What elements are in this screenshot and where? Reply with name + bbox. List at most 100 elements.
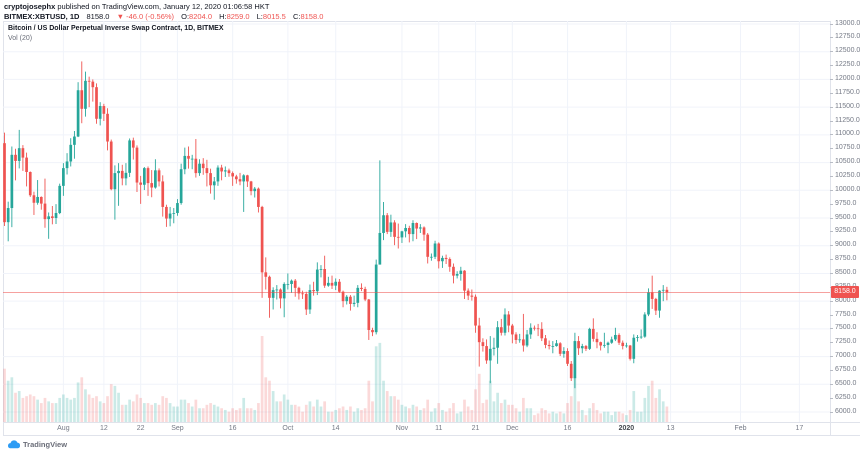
candle-body: [529, 327, 533, 335]
volume-bar: [212, 404, 216, 422]
pane-legend[interactable]: Bitcoin / US Dollar Perpetual Inverse Sw…: [8, 25, 224, 42]
price-tick-label: 11250.0: [830, 116, 860, 124]
volume-bar: [393, 396, 396, 422]
volume-bar: [253, 409, 257, 422]
candle-body: [636, 337, 639, 338]
candle-body: [308, 290, 312, 310]
candle-body: [426, 234, 430, 257]
volume-bar: [485, 399, 488, 422]
volume-bar: [400, 404, 404, 422]
candle-body: [238, 179, 242, 182]
candle-body: [312, 290, 315, 292]
candle-body: [234, 176, 238, 180]
candle-body: [201, 163, 205, 169]
price-tick-label: 9000.0: [829, 241, 857, 249]
volume-bar: [470, 409, 474, 422]
volume-bar: [312, 406, 315, 422]
volume-bar: [308, 401, 312, 422]
candle-body: [360, 287, 363, 289]
price-tick-label: 9250.0: [829, 227, 857, 235]
volume-bar: [220, 408, 223, 422]
candle-body: [566, 351, 569, 364]
volume-bar: [558, 411, 562, 422]
volume-bar: [602, 411, 606, 422]
candle-body: [363, 288, 367, 300]
author-name: cryptojosephx: [4, 2, 56, 11]
volume-bar: [39, 403, 43, 422]
candle-body: [253, 188, 257, 192]
candle-body: [183, 155, 187, 170]
time-tick-label: 16: [563, 424, 572, 432]
candle-body: [393, 222, 396, 237]
candlestick-chart-pane[interactable]: [3, 21, 830, 422]
volume-bar: [238, 408, 242, 422]
candle-body: [658, 290, 661, 311]
volume-bar: [98, 401, 102, 422]
volume-bar: [639, 411, 643, 422]
time-tick-label: 17: [795, 424, 804, 432]
candle-body: [345, 296, 349, 302]
candle-body: [190, 158, 194, 160]
candle-body: [518, 339, 522, 341]
candle-body: [176, 203, 179, 214]
volume-bar: [176, 406, 179, 422]
price-tick-label: 8500.0: [829, 268, 857, 276]
chart-outer-bottom-border: [3, 435, 860, 436]
candle-body: [73, 136, 76, 145]
time-tick-label: Aug: [57, 424, 70, 432]
volume-bar: [385, 391, 389, 422]
candle-body: [54, 213, 58, 219]
price-tick-label: 10750.0: [829, 144, 860, 152]
volume-bar: [452, 403, 455, 422]
candle-body: [551, 346, 555, 347]
volume-bar: [547, 413, 551, 422]
volume-bar: [326, 411, 330, 422]
volume-bar: [183, 399, 187, 422]
candle-body: [260, 206, 264, 273]
volume-bar: [352, 411, 356, 422]
candle-body: [514, 334, 518, 340]
low-label: L:: [256, 11, 263, 21]
price-tick-label: 6000.0: [829, 407, 857, 415]
candle-body: [349, 296, 352, 304]
volume-bar: [422, 408, 426, 422]
candle-body: [3, 143, 6, 223]
candle-body: [334, 281, 338, 286]
volume-bar: [510, 404, 514, 422]
candle-body: [371, 329, 374, 333]
candle-body: [315, 269, 319, 292]
price-tick-label: 12750.0: [829, 33, 860, 41]
candle-body: [536, 328, 540, 330]
last-price-line: [3, 291, 830, 293]
volume-bar: [525, 408, 529, 422]
candle-body: [271, 290, 275, 298]
volume-bar: [242, 397, 246, 422]
candle-body: [62, 168, 65, 186]
tradingview-logo[interactable]: TradingView: [6, 439, 67, 449]
volume-bar: [28, 394, 32, 422]
candle-body: [533, 327, 536, 329]
candle-body: [124, 172, 128, 179]
price-tick-label: 7000.0: [829, 352, 857, 360]
volume-bar: [65, 397, 69, 422]
volume-bar: [135, 394, 139, 422]
volume-bar: [356, 408, 360, 422]
candle-body: [558, 343, 562, 354]
candle-body: [84, 80, 87, 109]
volume-bar: [518, 411, 522, 422]
candle-body: [385, 215, 389, 232]
candle-body: [588, 328, 591, 349]
volume-bar: [374, 346, 378, 422]
price-tick-label: 12250.0: [829, 61, 860, 69]
price-tick-label: 6750.0: [829, 365, 857, 373]
candle-body: [367, 299, 371, 330]
close-label: C:: [292, 11, 301, 21]
price-tick-label: 6500.0: [829, 379, 857, 387]
candle-body: [304, 293, 308, 310]
candle-body: [400, 231, 404, 238]
volume-bar: [286, 399, 290, 422]
volume-bar: [496, 392, 499, 422]
volume-bar: [367, 380, 371, 422]
candle-body: [95, 87, 98, 119]
volume-bar: [47, 401, 51, 422]
